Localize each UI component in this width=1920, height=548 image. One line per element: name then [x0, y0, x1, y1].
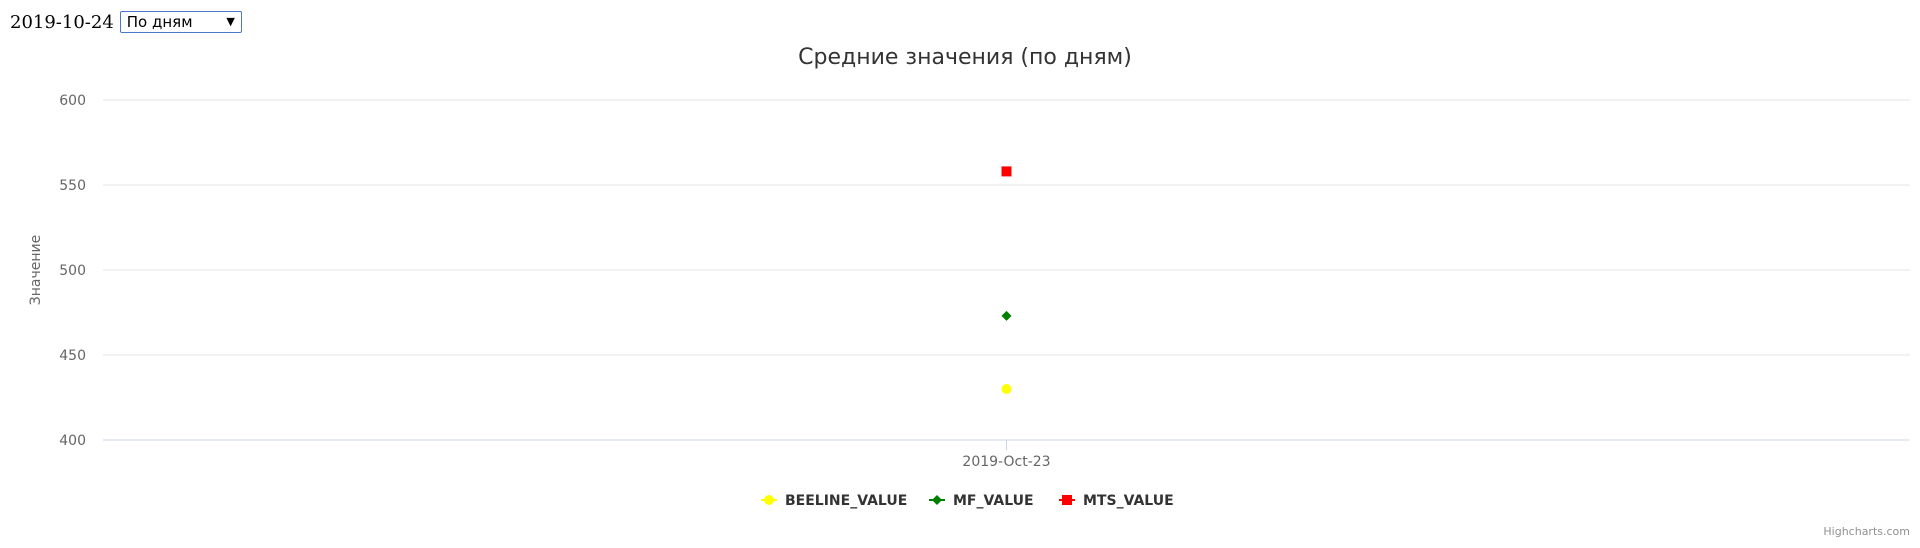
- period-select-value: По дням: [126, 13, 193, 31]
- legend-marker: [764, 495, 774, 505]
- y-tick-label: 400: [59, 433, 86, 449]
- x-axis: 2019-Oct-23: [962, 440, 1051, 470]
- y-axis-label: Значение: [28, 235, 44, 305]
- legend-label: BEELINE_VALUE: [785, 493, 907, 509]
- date-label: 2019-10-24: [10, 11, 114, 33]
- chart-title: Средние значения (по дням): [798, 45, 1132, 70]
- period-select[interactable]: По дням ▼: [119, 11, 242, 33]
- chart-container: Средние значения (по дням) 400 450 500 550 6…: [0, 34, 1920, 548]
- y-tick-label: 450: [59, 348, 86, 364]
- legend-item[interactable]: MF_VALUE: [929, 493, 1034, 509]
- data-points: [1001, 166, 1012, 394]
- chevron-down-icon: ▼: [226, 15, 235, 28]
- legend-item[interactable]: MTS_VALUE: [1059, 493, 1174, 509]
- data-point: [1001, 310, 1012, 321]
- x-tick-label: 2019-Oct-23: [962, 454, 1050, 470]
- controls-bar: 2019-10-24 По дням ▼: [10, 10, 242, 34]
- legend-marker: [1062, 495, 1072, 505]
- legend-marker: [932, 495, 942, 505]
- data-point: [1001, 384, 1012, 394]
- legend-item[interactable]: BEELINE_VALUE: [761, 493, 907, 509]
- legend-label: MTS_VALUE: [1083, 493, 1174, 509]
- legend-label: MF_VALUE: [953, 493, 1034, 509]
- data-point: [1001, 166, 1012, 177]
- grid-lines: [103, 99, 1910, 441]
- y-tick-label: 500: [59, 263, 86, 279]
- y-axis-ticks: 400 450 500 550 600: [59, 93, 86, 449]
- y-tick-label: 600: [59, 93, 86, 109]
- chart-svg: Средние значения (по дням) 400 450 500 550 6…: [28, 45, 1910, 509]
- legend: BEELINE_VALUE MF_VALUE MTS_VALUE: [761, 493, 1174, 509]
- y-tick-label: 550: [59, 178, 86, 194]
- credits-link[interactable]: Highcharts.com: [1823, 525, 1910, 538]
